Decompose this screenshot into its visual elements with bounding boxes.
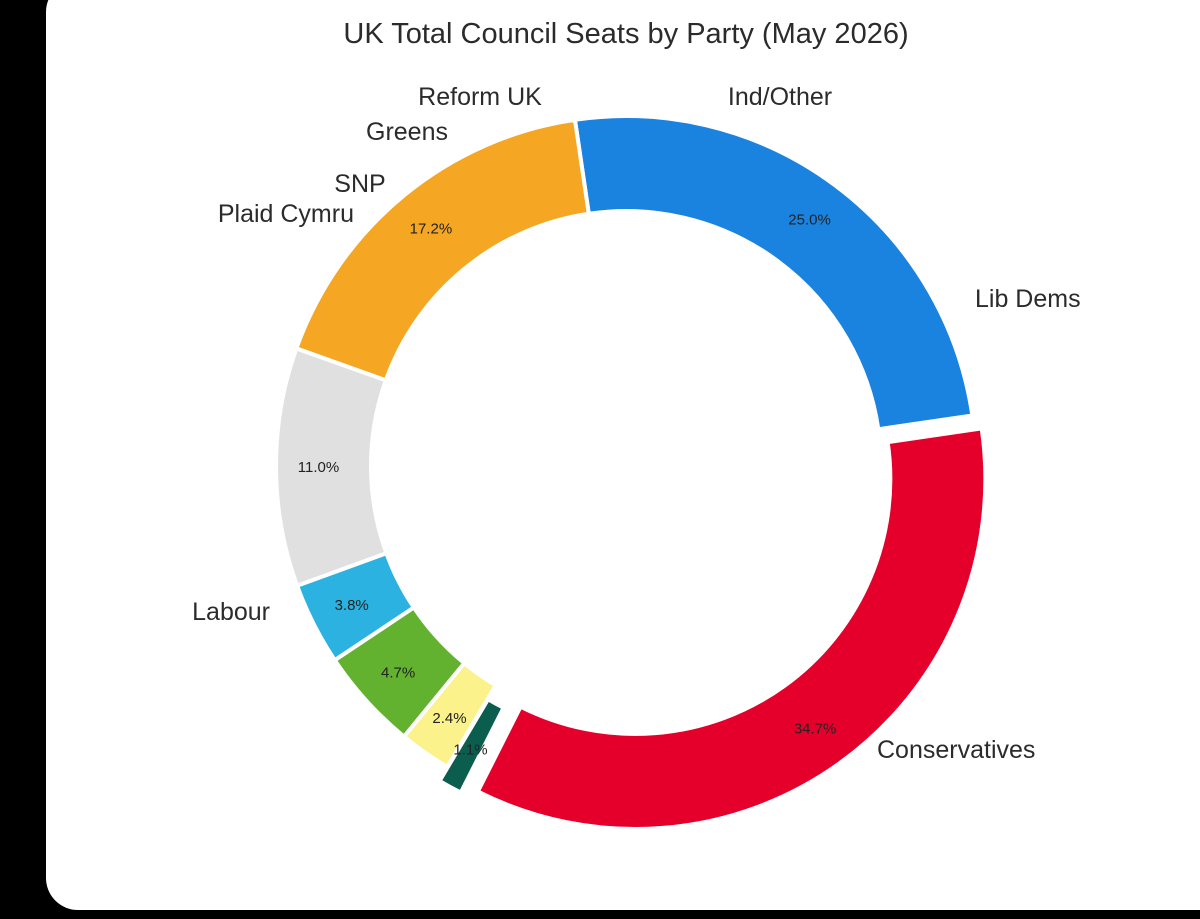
slice-labour (475, 426, 988, 831)
category-label-lib-dems: Lib Dems (975, 285, 1081, 313)
slice-lib-dems (293, 117, 592, 383)
percent-label-lib-dems: 17.2% (410, 220, 453, 237)
percent-label-labour: 34.7% (794, 720, 837, 737)
category-label-labour: Labour (192, 598, 270, 626)
percent-label-reform-uk: 3.8% (335, 597, 369, 614)
category-label-snp: SNP (334, 170, 385, 198)
percent-label-snp: 2.4% (432, 710, 466, 727)
slice-conservatives (572, 114, 975, 432)
slice-snp (401, 660, 499, 770)
chart-title: UK Total Council Seats by Party (May 202… (343, 18, 908, 50)
category-label-reform-uk: Reform UK (418, 83, 542, 111)
percent-label-greens: 4.7% (381, 664, 415, 681)
percent-label-ind-other: 11.0% (298, 459, 339, 476)
category-label-conservatives: Conservatives (877, 736, 1035, 764)
percent-labels: 25.0% 17.2% 11.0% 3.8% 4.7% 2.4% 1.1% 34.7% (298, 211, 837, 758)
category-labels: Conservatives Lib Dems Ind/Other Reform UK G… (192, 83, 1080, 764)
slice-plaid-cymru (436, 696, 507, 796)
percent-label-plaid-cymru: 1.1% (453, 742, 487, 759)
category-label-greens: Greens (366, 118, 448, 146)
category-label-ind-other: Ind/Other (728, 83, 832, 111)
category-label-plaid-cymru: Plaid Cymru (218, 200, 354, 228)
donut-slices (274, 114, 988, 831)
percent-label-conservatives: 25.0% (788, 211, 831, 228)
